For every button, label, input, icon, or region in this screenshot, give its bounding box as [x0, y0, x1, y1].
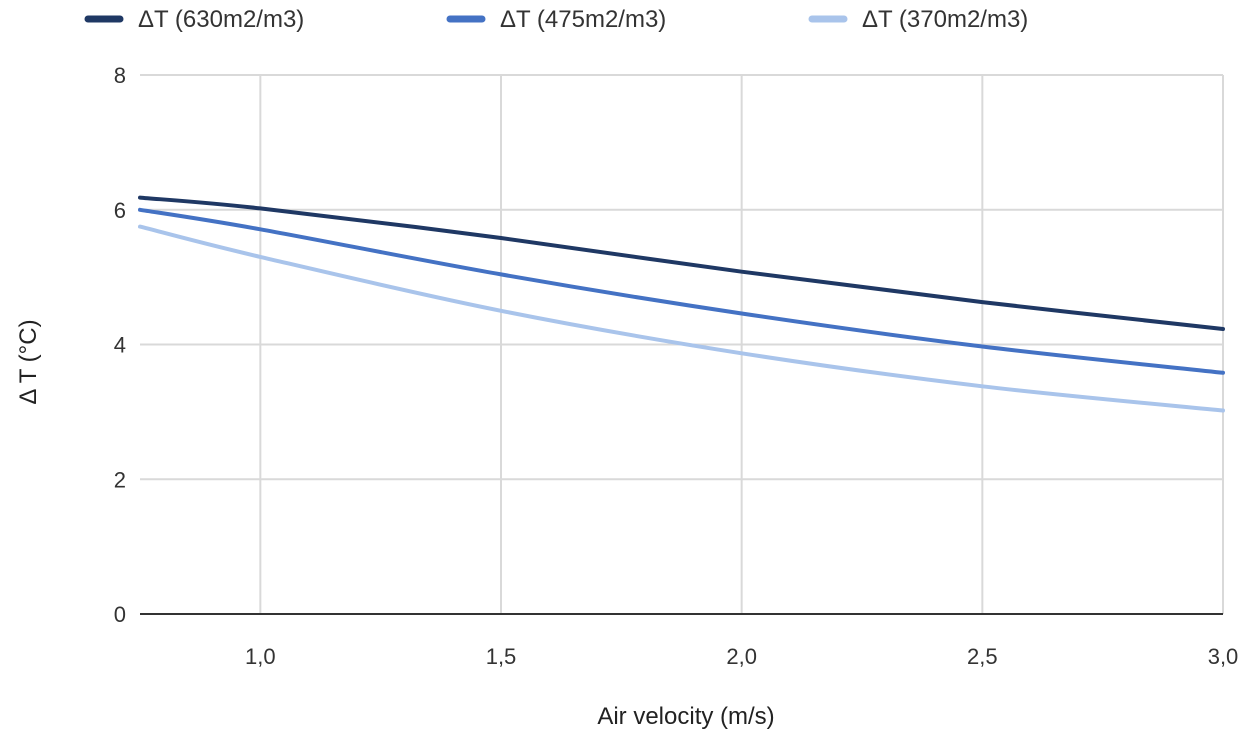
series-line-1	[138, 195, 1225, 331]
y-axis-title: Δ T (°C)	[15, 319, 42, 404]
legend-item-2: ΔT (475m2/m3)	[446, 6, 666, 33]
series-line-3	[138, 224, 1225, 413]
x-tick-label: 1,0	[245, 644, 276, 669]
x-tick-label: 3,0	[1208, 644, 1239, 669]
series-line-2	[138, 207, 1225, 375]
legend-item-3: ΔT (370m2/m3)	[808, 6, 1028, 33]
x-tick-label: 1,5	[486, 644, 517, 669]
x-tick-label: 2,0	[726, 644, 757, 669]
y-tick-label: 0	[114, 602, 126, 627]
legend-item-1: ΔT (630m2/m3)	[84, 6, 304, 33]
series-layer	[138, 195, 1225, 413]
grid-layer	[140, 74, 1224, 614]
legend-label: ΔT (630m2/m3)	[138, 6, 304, 33]
legend: ΔT (630m2/m3) ΔT (475m2/m3) ΔT (370m2/m3)	[84, 6, 1028, 33]
legend-label: ΔT (370m2/m3)	[862, 6, 1028, 33]
legend-label: ΔT (475m2/m3)	[500, 6, 666, 33]
y-tick-label: 8	[114, 63, 126, 88]
y-tick-label: 2	[114, 467, 126, 492]
x-tick-label: 2,5	[967, 644, 998, 669]
x-axis-title: Air velocity (m/s)	[597, 703, 774, 730]
axis-layer: 0 2 4 6 8 1,0 1,5 2,0 2,5 3,0	[114, 63, 1239, 669]
y-tick-label: 4	[114, 333, 126, 358]
y-tick-label: 6	[114, 198, 126, 223]
